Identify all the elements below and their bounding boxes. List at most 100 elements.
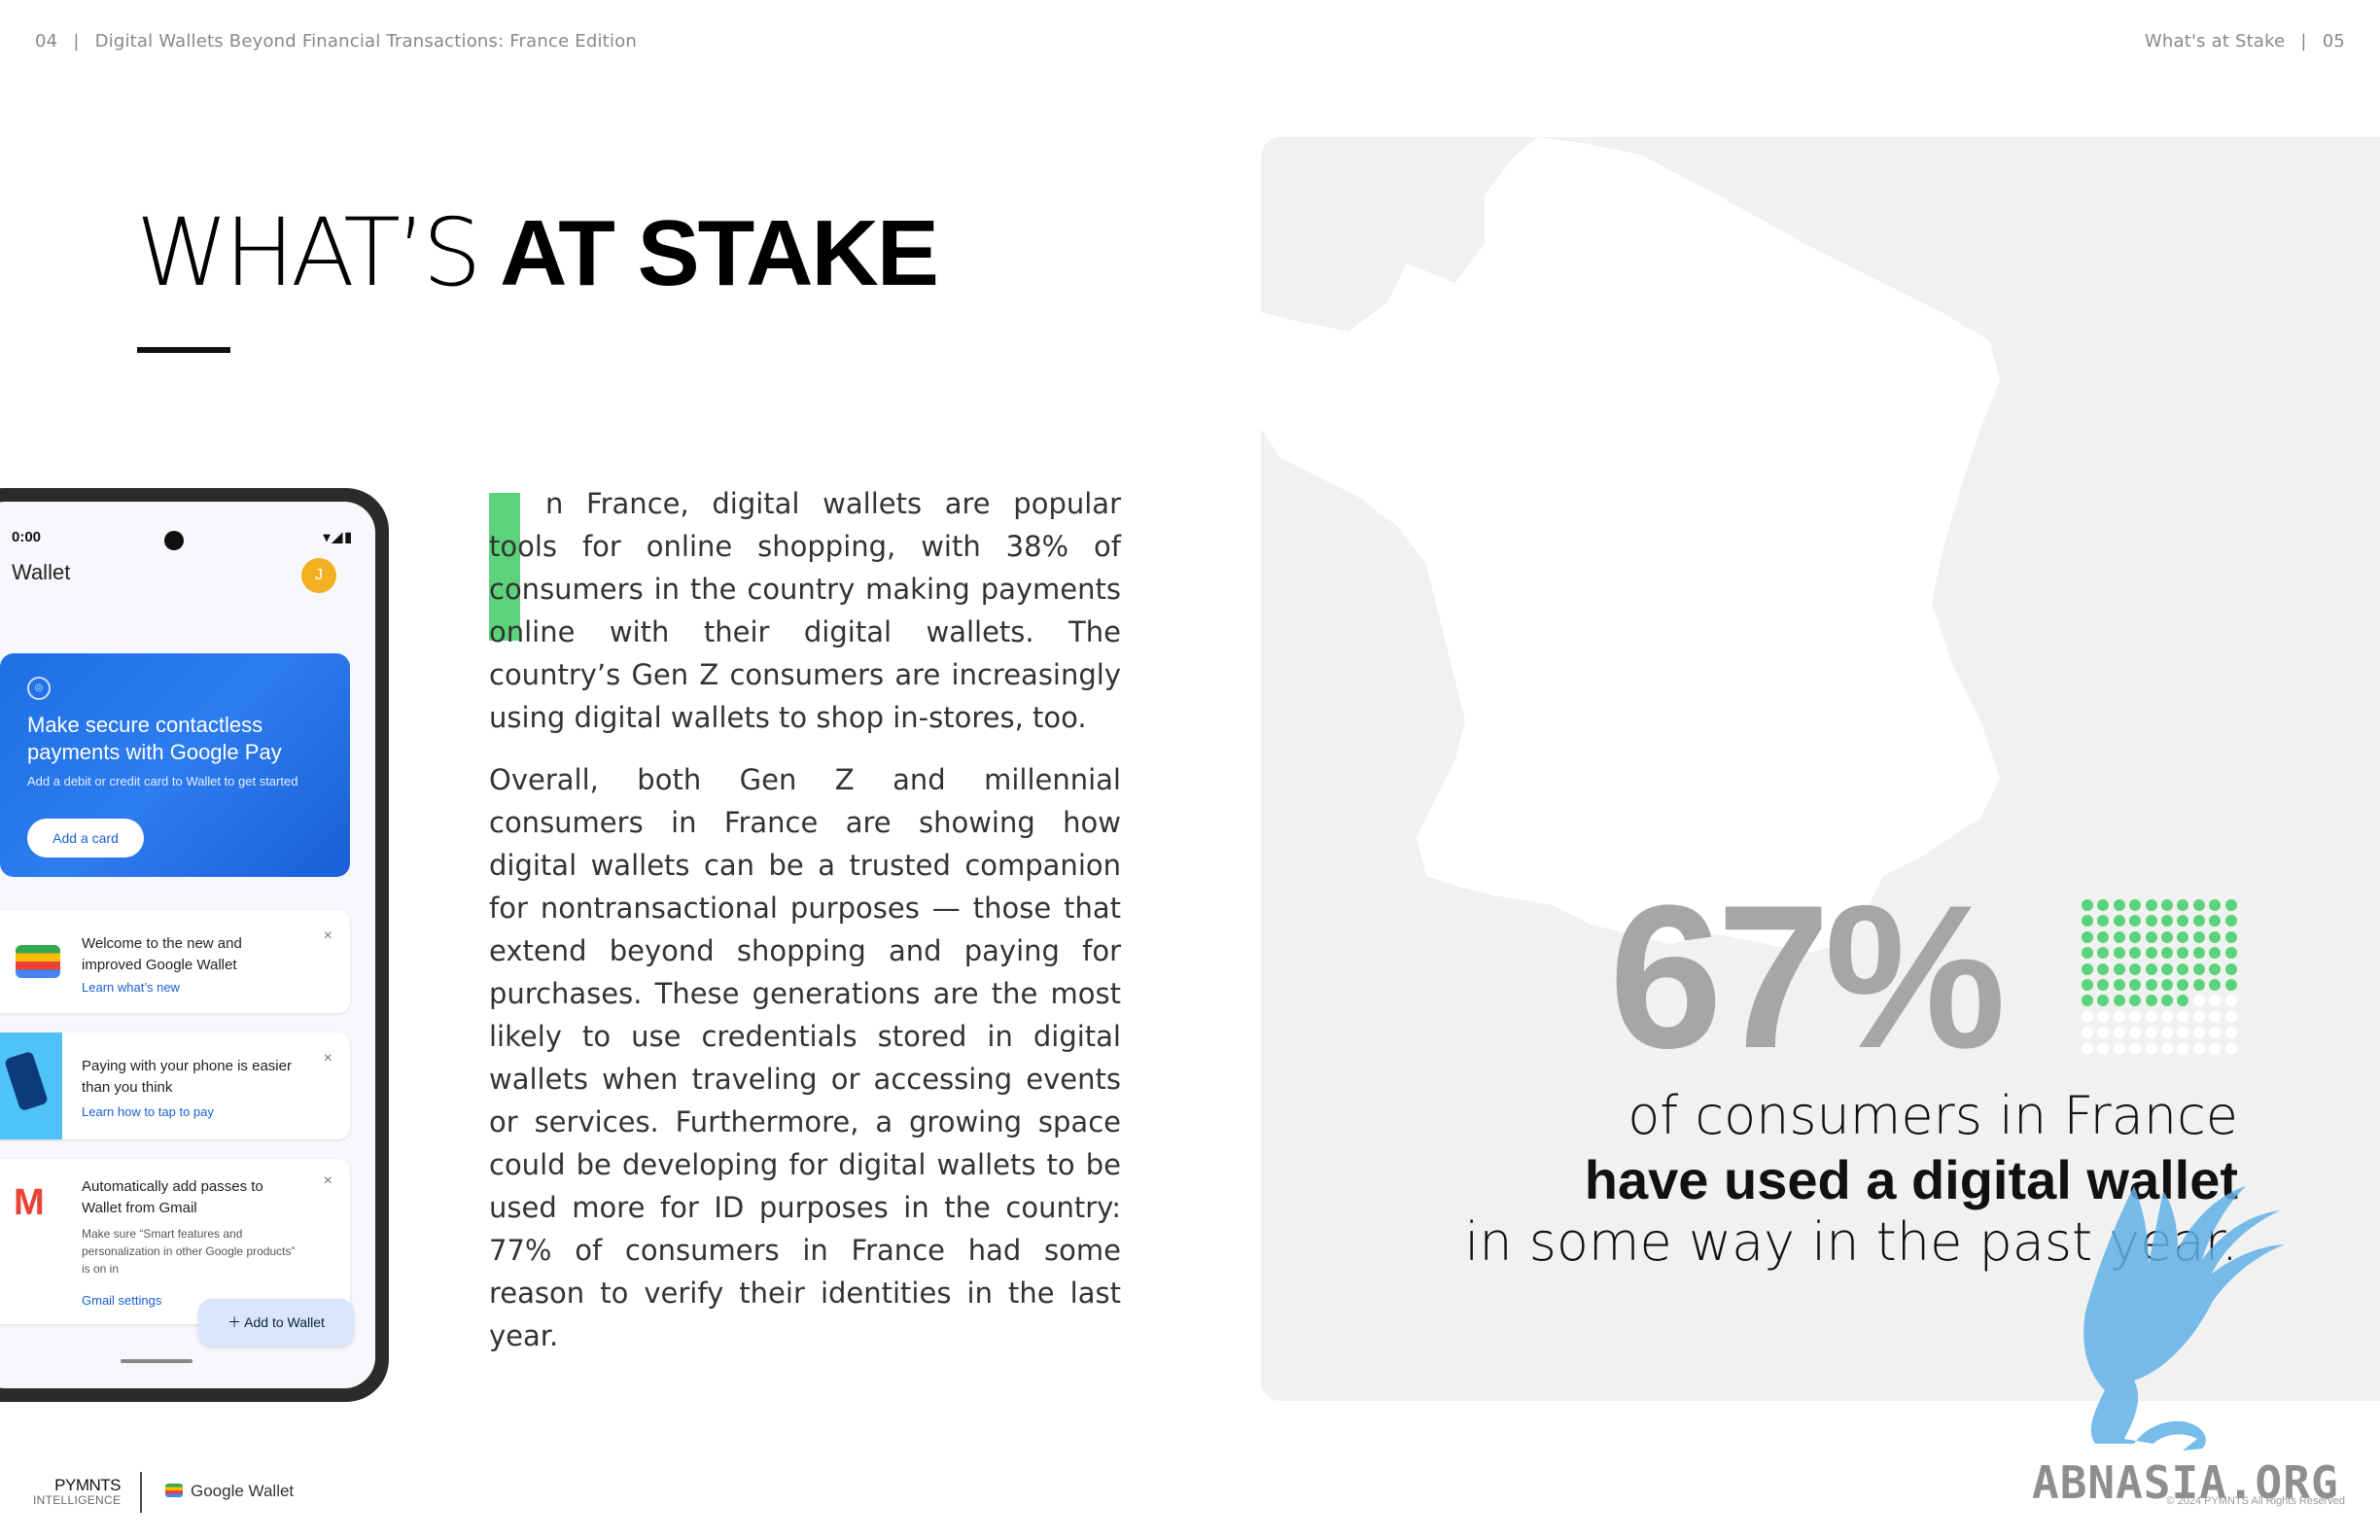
dot-empty — [2192, 995, 2205, 1007]
pymnts-logo: PYMNTS INTELLIGENCE — [33, 1476, 122, 1507]
google-wallet-label: Google Wallet — [191, 1482, 295, 1500]
dot-filled — [2209, 962, 2222, 975]
dot-filled — [2224, 930, 2237, 943]
header-left: 04 | Digital Wallets Beyond Financial Tran… — [35, 31, 637, 52]
dot-empty — [2113, 1010, 2125, 1023]
header-separator: | — [73, 31, 80, 52]
dot-empty — [2224, 1010, 2237, 1023]
card-title: Automatically add passes to Wallet from … — [82, 1178, 263, 1216]
dot-filled — [2177, 899, 2189, 911]
phone-screen: 0:00 ▾◢▮ Wallet J ◎ Make secure contactl… — [0, 502, 375, 1388]
dot-filled — [2209, 899, 2222, 911]
dot-empty — [2145, 1027, 2157, 1039]
dot-empty — [2113, 1027, 2125, 1039]
dot-filled — [2224, 915, 2237, 928]
list-item[interactable]: Welcome to the new and improved Google W… — [0, 910, 350, 1013]
dot-filled — [2161, 995, 2173, 1007]
close-icon[interactable]: × — [323, 1172, 332, 1189]
dot-filled — [2177, 947, 2189, 960]
close-icon[interactable]: × — [323, 1050, 332, 1067]
dot-filled — [2113, 899, 2125, 911]
report-title: Digital Wallets Beyond Financial Transac… — [94, 31, 637, 52]
dot-filled — [2192, 947, 2205, 960]
dot-filled — [2129, 930, 2142, 943]
dot-filled — [2113, 947, 2125, 960]
dot-filled — [2097, 947, 2110, 960]
close-icon[interactable]: × — [323, 928, 332, 944]
dot-empty — [2177, 1042, 2189, 1055]
dot-empty — [2145, 1010, 2157, 1023]
paragraph-2: Overall, both Gen Z and millennial consu… — [489, 763, 1121, 1352]
dot-filled — [2082, 995, 2093, 1007]
promo-title: Make secure contactless payments with Go… — [27, 713, 282, 764]
dot-filled — [2177, 979, 2189, 991]
card-link[interactable]: Learn how to tap to pay — [82, 1104, 214, 1119]
tap-to-pay-illustration — [0, 1032, 62, 1139]
footer-divider — [140, 1472, 142, 1513]
dot-filled — [2224, 947, 2237, 960]
dot-filled — [2145, 930, 2157, 943]
dot-filled — [2113, 930, 2125, 943]
avatar[interactable]: J — [301, 558, 336, 593]
drop-cap-bar — [489, 493, 520, 641]
dot-empty — [2209, 1027, 2222, 1039]
dot-empty — [2177, 1027, 2189, 1039]
signal-battery-icon: ▾◢▮ — [323, 529, 354, 544]
dot-filled — [2177, 962, 2189, 975]
dot-filled — [2129, 915, 2142, 928]
dot-filled — [2082, 915, 2093, 928]
dot-filled — [2097, 979, 2110, 991]
dot-empty — [2129, 1042, 2142, 1055]
dot-filled — [2224, 899, 2237, 911]
dot-filled — [2192, 899, 2205, 911]
section-title: What's at Stake — [2144, 31, 2286, 52]
dot-filled — [2129, 947, 2142, 960]
dot-filled — [2177, 915, 2189, 928]
dot-filled — [2097, 930, 2110, 943]
dot-filled — [2224, 979, 2237, 991]
dot-filled — [2082, 899, 2093, 911]
dot-filled — [2145, 899, 2157, 911]
card-link[interactable]: Learn what’s new — [82, 980, 180, 995]
dot-filled — [2161, 962, 2173, 975]
card-link[interactable]: Gmail settings — [82, 1293, 162, 1308]
list-item[interactable]: Paying with your phone is easier than yo… — [0, 1032, 350, 1139]
dot-empty — [2224, 1042, 2237, 1055]
dot-filled — [2097, 899, 2110, 911]
dot-filled — [2113, 962, 2125, 975]
status-bar: 0:00 ▾◢▮ — [12, 529, 354, 552]
dot-filled — [2161, 979, 2173, 991]
dot-empty — [2082, 1010, 2093, 1023]
list-item[interactable]: M Automatically add passes to Wallet fro… — [0, 1159, 350, 1324]
dot-filled — [2192, 962, 2205, 975]
dot-empty — [2177, 1010, 2189, 1023]
dot-filled — [2129, 995, 2142, 1007]
card-title: Welcome to the new and improved Google W… — [82, 935, 242, 973]
pymnts-logo-line1: PYMNTS — [54, 1476, 121, 1494]
promo-card[interactable]: ◎ Make secure contactless payments with … — [0, 653, 350, 877]
france-map — [1261, 137, 2000, 954]
add-to-wallet-button[interactable]: ＋ Add to Wallet — [198, 1299, 354, 1346]
dot-empty — [2209, 1010, 2222, 1023]
pymnts-logo-line2: INTELLIGENCE — [33, 1493, 122, 1507]
dot-filled — [2097, 995, 2110, 1007]
dot-filled — [2082, 962, 2093, 975]
dot-filled — [2082, 947, 2093, 960]
dot-filled — [2209, 947, 2222, 960]
dot-filled — [2192, 915, 2205, 928]
card-title: Paying with your phone is easier than yo… — [82, 1058, 292, 1096]
dot-filled — [2161, 899, 2173, 911]
dot-empty — [2097, 1010, 2110, 1023]
dot-filled — [2129, 899, 2142, 911]
griffin-watermark-icon — [2083, 1186, 2285, 1451]
stat-line-1: of consumers in France — [1628, 1085, 2238, 1146]
dot-empty — [2113, 1042, 2125, 1055]
dot-filled — [2161, 947, 2173, 960]
dot-filled — [2145, 947, 2157, 960]
add-card-button[interactable]: Add a card — [27, 819, 144, 858]
page-number-left: 04 — [35, 31, 58, 52]
dot-filled — [2177, 930, 2189, 943]
dot-filled — [2209, 930, 2222, 943]
dot-filled — [2224, 962, 2237, 975]
dot-filled — [2177, 995, 2189, 1007]
